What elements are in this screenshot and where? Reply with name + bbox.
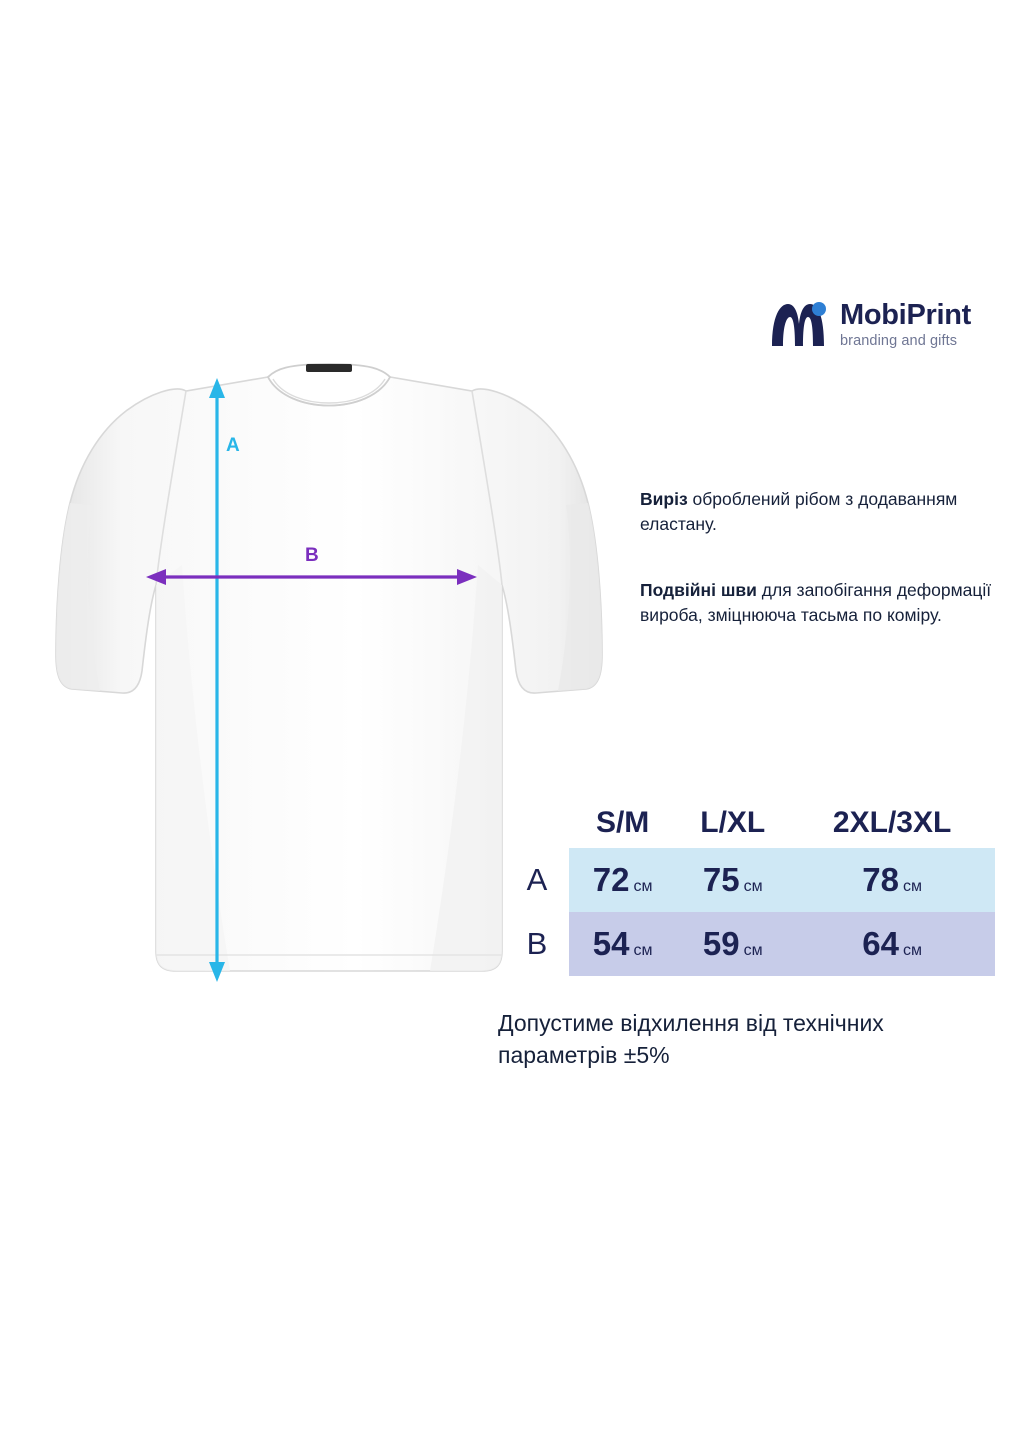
size-column-lxl: L/XL xyxy=(700,806,766,839)
size-table: S/M L/XL 2XL/3XL A 72 см 75 см 78 см B 54 см… xyxy=(505,806,995,976)
size-column-sm: S/M xyxy=(595,806,650,839)
size-cell-a-2xl3xl: 78 см xyxy=(789,848,995,912)
description-neckline-text: оброблений рібом з додаванням еластану. xyxy=(640,489,958,534)
description-seams-text: для запобігання деформації вироба, зміцн… xyxy=(640,580,992,625)
description-neckline-bold: Виріз xyxy=(640,489,688,509)
size-cell-b-lxl: 59 см xyxy=(676,912,790,976)
table-row: B 54 см 59 см 64 см xyxy=(505,912,995,976)
measurement-label-b: B xyxy=(305,545,319,566)
description-seams-bold: Подвійні шви xyxy=(640,580,757,600)
size-cell-b-2xl3xl: 64 см xyxy=(789,912,995,976)
size-value-a-2xl3xl: 78 xyxy=(862,861,899,898)
size-unit-a-2xl3xl: см xyxy=(902,878,922,895)
brand-logo: MobiPrint branding and gifts xyxy=(768,298,971,350)
size-value-a-sm: 72 xyxy=(592,861,630,898)
brand-tagline: branding and gifts xyxy=(840,333,958,350)
measurement-label-a: A xyxy=(226,435,240,456)
size-row-label-b: B xyxy=(505,912,569,976)
table-row: A 72 см 75 см 78 см xyxy=(505,848,995,912)
measurement-arrow-b xyxy=(146,569,477,585)
size-table-header-row: S/M L/XL 2XL/3XL xyxy=(505,806,995,848)
measurement-arrow-a xyxy=(209,378,225,982)
size-value-b-lxl: 59 xyxy=(702,925,740,962)
size-table-corner xyxy=(505,806,569,848)
size-cell-b-sm: 54 см xyxy=(569,912,677,976)
size-unit-b-sm: см xyxy=(633,942,653,959)
description-neckline: Виріз оброблений рібом з додаванням елас… xyxy=(640,487,1010,537)
tshirt-illustration xyxy=(30,355,630,995)
size-value-b-2xl3xl: 64 xyxy=(862,925,899,962)
size-unit-b-lxl: см xyxy=(743,942,763,959)
size-unit-b-2xl3xl: см xyxy=(902,942,922,959)
size-cell-a-lxl: 75 см xyxy=(676,848,790,912)
brand-name: MobiPrint xyxy=(840,299,972,331)
size-unit-a-sm: см xyxy=(633,878,653,895)
size-value-b-sm: 54 xyxy=(592,925,630,962)
mobiprint-logo-icon xyxy=(768,298,830,350)
size-value-a-lxl: 75 xyxy=(702,861,740,898)
description-seams: Подвійні шви для запобігання деформації … xyxy=(640,578,1010,628)
tolerance-note: Допустиме відхилення від технічних парам… xyxy=(498,1010,884,1068)
size-row-label-a: A xyxy=(505,848,569,912)
size-column-2xl3xl: 2XL/3XL xyxy=(832,806,952,839)
size-cell-a-sm: 72 см xyxy=(569,848,677,912)
size-unit-a-lxl: см xyxy=(743,878,763,895)
